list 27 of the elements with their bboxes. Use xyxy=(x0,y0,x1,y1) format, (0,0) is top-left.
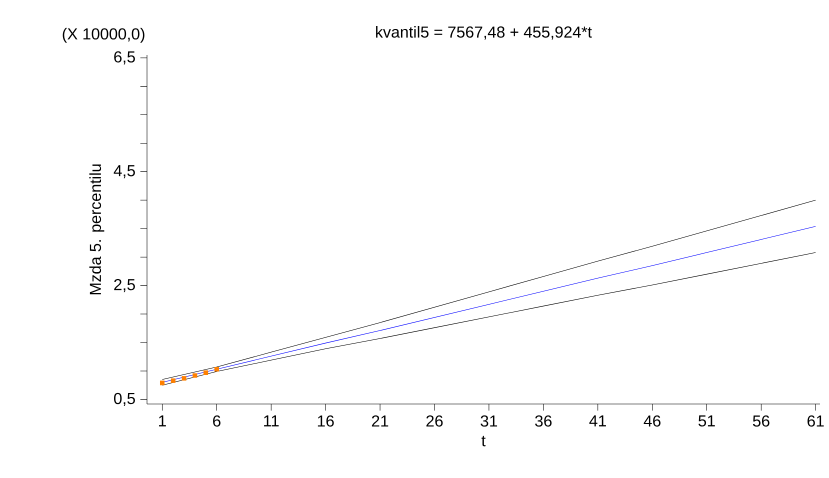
x-tick-label: 36 xyxy=(535,415,552,427)
x-tick-label: 46 xyxy=(644,415,660,427)
point xyxy=(182,376,186,381)
point xyxy=(160,380,165,386)
y-tick-label: 2,5 xyxy=(114,278,135,292)
x-tick-label: 26 xyxy=(426,415,443,427)
text: (X 10000,0) xyxy=(62,28,144,43)
x-axis-title: t xyxy=(482,436,486,446)
x-tick-label: 11 xyxy=(264,415,279,426)
x-tick-label: 16 xyxy=(318,415,334,427)
x-tick-label: 61 xyxy=(808,415,824,427)
x-tick-label: 41 xyxy=(589,415,606,426)
point xyxy=(192,373,198,378)
y-tick-label: 4,5 xyxy=(114,165,135,178)
chart-title: kvantil5 = 7567,48 + 455,924*t xyxy=(376,26,592,40)
x-tick-label: 1 xyxy=(159,415,166,426)
point xyxy=(214,366,219,372)
x-tick-label: 6 xyxy=(213,415,220,427)
y-tick-label: 0,5 xyxy=(114,392,135,406)
x-tick-label: 51 xyxy=(698,415,715,427)
x-tick-label: 31 xyxy=(480,415,498,427)
x-tick-label: 56 xyxy=(752,415,770,427)
point xyxy=(204,370,208,375)
y-tick-label: 6,5 xyxy=(114,51,135,64)
x-tick-label: 21 xyxy=(372,415,388,427)
y-axis-title: Mzda 5. percentilu xyxy=(89,164,104,294)
point xyxy=(170,378,176,383)
